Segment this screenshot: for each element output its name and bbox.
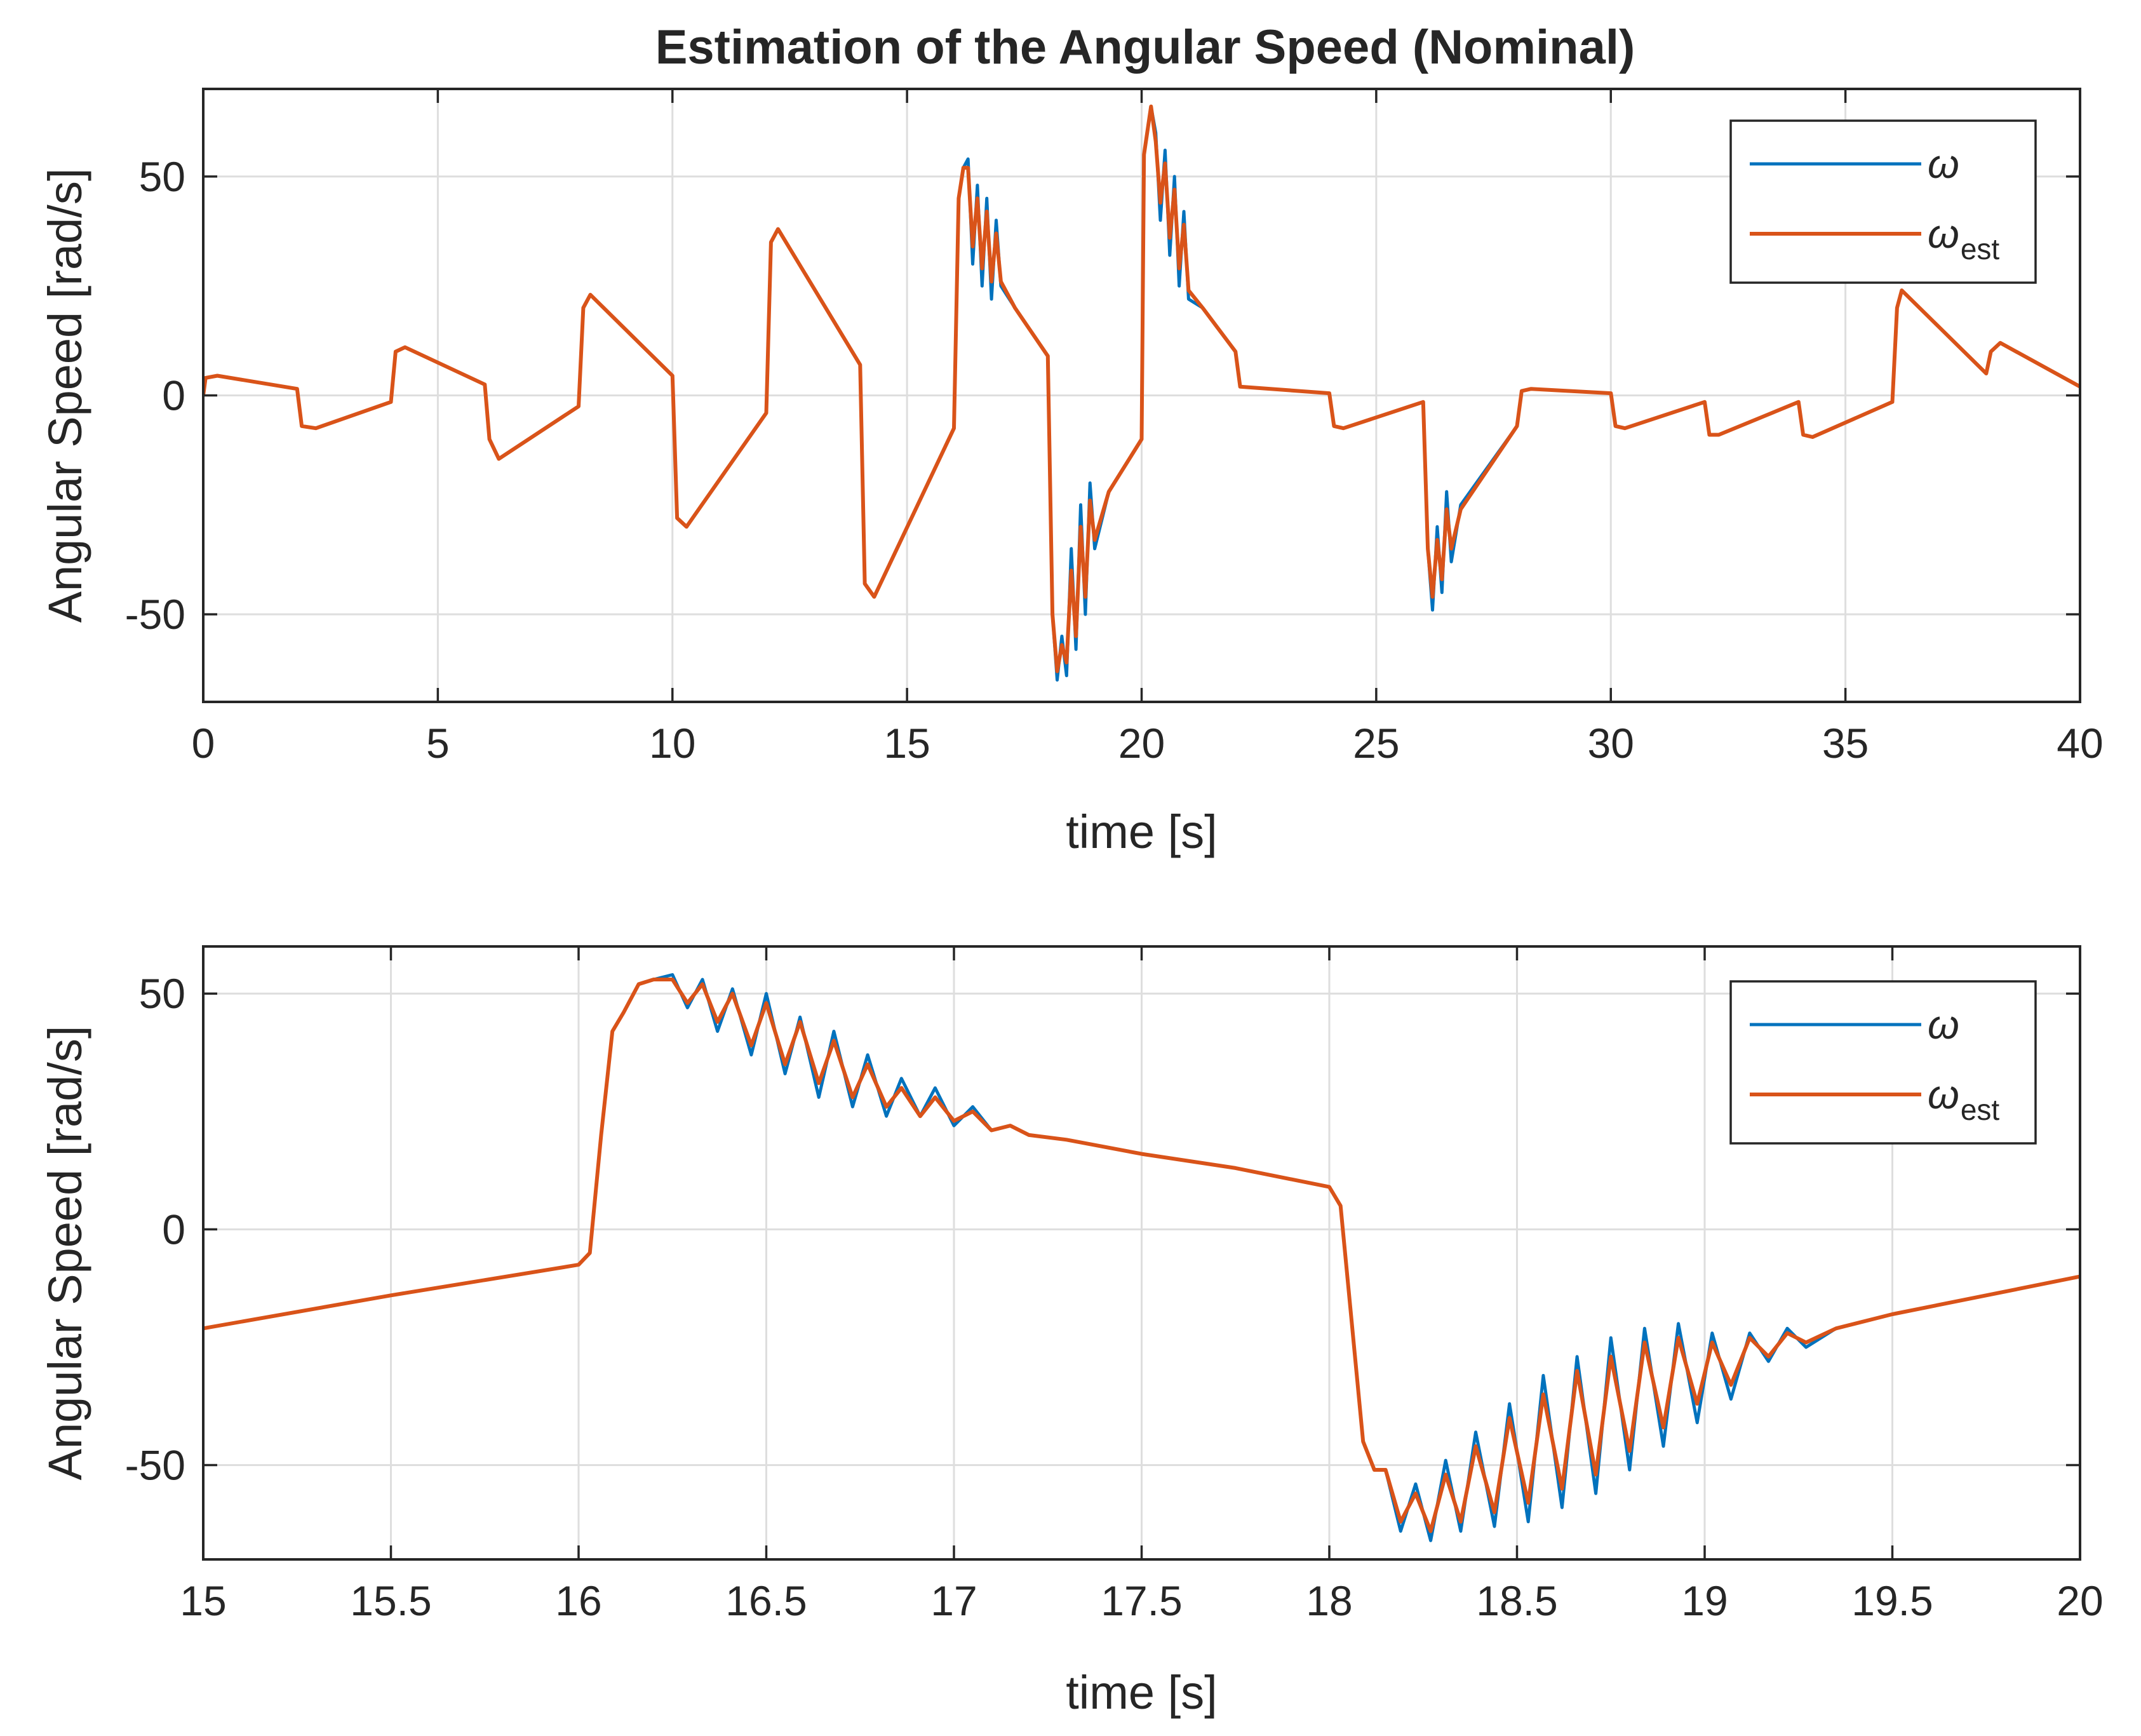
bottom-x-tick-label: 15 — [180, 1577, 226, 1624]
top-chart: 0 5 10 15 20 25 30 35 40 -50 0 50 time [s] Angular Sp… — [39, 88, 2104, 858]
top-series-omega-est-line — [203, 104, 2080, 673]
bottom-x-tick-label: 16 — [555, 1577, 601, 1624]
bottom-x-tick-label: 18 — [1306, 1577, 1352, 1624]
top-x-tick-label: 40 — [2057, 720, 2103, 767]
bottom-x-tick-label: 15.5 — [350, 1577, 431, 1624]
chart-title: Estimation of the Angular Speed (Nominal… — [655, 20, 1635, 74]
bottom-x-tick-label: 19 — [1681, 1577, 1728, 1624]
top-y-axis-label: Angular Speed [rad/s] — [39, 168, 91, 623]
bottom-x-tick-label: 17.5 — [1101, 1577, 1182, 1624]
top-x-tick-label: 25 — [1353, 720, 1399, 767]
bottom-x-tick-label: 17 — [930, 1577, 977, 1624]
top-x-tick-label: 5 — [426, 720, 450, 767]
bottom-y-tick-label: -50 — [125, 1442, 185, 1489]
bottom-axes-box — [202, 945, 2081, 1561]
bottom-chart: 15 15.5 16 16.5 17 17.5 18 18.5 19 19.5 20 -50 0 50 ti… — [39, 945, 2104, 1719]
top-legend-label-omega: ω — [1928, 141, 1959, 187]
bottom-y-tick-label: 0 — [162, 1206, 185, 1253]
top-y-tick-label: 50 — [139, 153, 185, 200]
bottom-legend-box — [1729, 980, 2037, 1145]
top-x-tick-label: 30 — [1588, 720, 1634, 767]
bottom-x-tick-label: 16.5 — [725, 1577, 807, 1624]
top-y-tick-label: 0 — [162, 372, 185, 419]
bottom-x-axis-label: time [s] — [1066, 1666, 1217, 1719]
top-x-tick-label: 0 — [192, 720, 215, 767]
bottom-x-tick-label: 20 — [2057, 1577, 2103, 1624]
top-legend-box — [1729, 119, 2037, 284]
bottom-x-tick-label: 19.5 — [1851, 1577, 1933, 1624]
top-x-tick-label: 20 — [1118, 720, 1165, 767]
top-x-tick-label: 15 — [883, 720, 930, 767]
top-x-axis-label: time [s] — [1066, 805, 1217, 858]
top-axes-box — [202, 88, 2081, 703]
bottom-y-tick-label: 50 — [139, 970, 185, 1017]
top-x-tick-label: 35 — [1822, 720, 1869, 767]
top-x-tick-label: 10 — [649, 720, 695, 767]
bottom-series-omega-est-line — [203, 978, 2080, 1533]
bottom-y-axis-label: Angular Speed [rad/s] — [39, 1026, 91, 1481]
bottom-legend-label-omega: ω — [1928, 1002, 1959, 1047]
bottom-x-tick-label: 18.5 — [1476, 1577, 1557, 1624]
top-y-tick-label: -50 — [125, 591, 185, 638]
